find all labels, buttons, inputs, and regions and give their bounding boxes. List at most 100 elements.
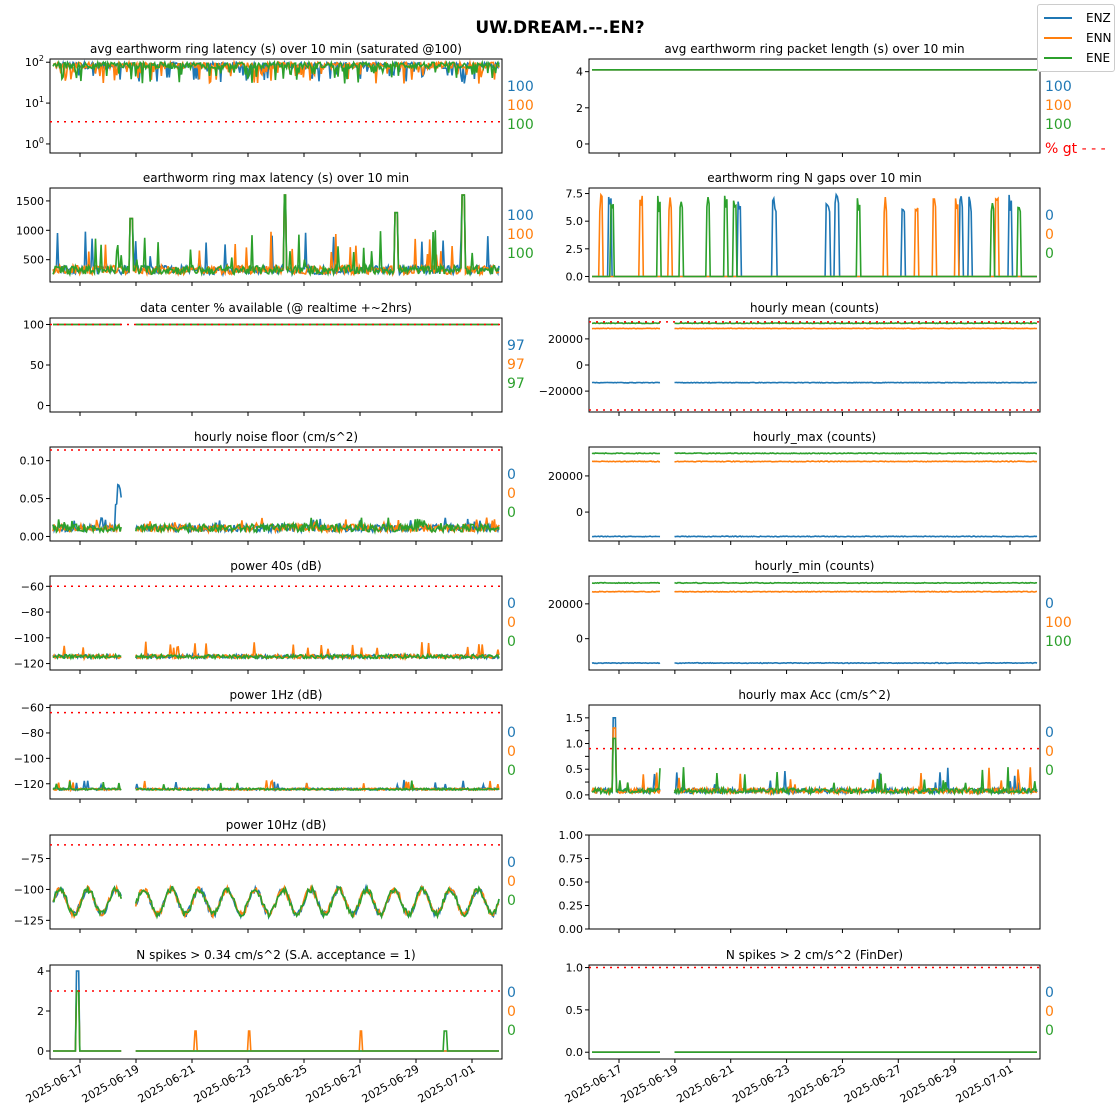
series-line-ene bbox=[52, 780, 500, 792]
x-tick-label: 2025-06-23 bbox=[192, 1062, 254, 1105]
y-tick-label: 50 bbox=[30, 359, 44, 372]
y-tick-label: 7.5 bbox=[566, 188, 584, 201]
series-line-enz bbox=[591, 535, 1038, 538]
percent-label: 0 bbox=[507, 893, 516, 909]
x-tick-label: 2025-06-29 bbox=[360, 1062, 422, 1105]
panel-6: hourly noise floor (cm/s^2) 0.00 0.05 0.10 0… bbox=[20, 430, 516, 545]
panel-title: power 10Hz (dB) bbox=[226, 818, 327, 832]
panel-15: N spikes > 2 cm/s^2 (FinDer) 0.0 0.5 1.0 202… bbox=[563, 948, 1054, 1106]
legend: ENZ ENN ENE bbox=[1037, 4, 1115, 72]
percent-label: 0 bbox=[1045, 596, 1054, 612]
y-tick-label: 1.0 bbox=[566, 738, 584, 751]
percent-label: 0 bbox=[1045, 246, 1054, 262]
y-tick-label: −75 bbox=[21, 853, 44, 866]
y-tick-label: 2 bbox=[576, 102, 583, 115]
percent-label: 0 bbox=[507, 1023, 516, 1039]
x-tick-label: 2025-06-25 bbox=[248, 1062, 310, 1105]
panel-10: power 1Hz (dB) −120 −100 −80 −60 0 0 0 bbox=[14, 688, 516, 803]
series-line-enn bbox=[591, 460, 1038, 463]
panel-title: avg earthworm ring packet length (s) ove… bbox=[664, 42, 964, 56]
axes-frame bbox=[49, 704, 503, 800]
y-tick-label: 0.0 bbox=[566, 789, 584, 802]
legend-item-ene: ENE bbox=[1044, 48, 1110, 68]
y-tick-label: 20000 bbox=[548, 333, 583, 346]
panel-title: hourly_max (counts) bbox=[753, 430, 876, 444]
percent-label: 0 bbox=[1045, 985, 1054, 1001]
percent-label: 0 bbox=[507, 505, 516, 521]
x-tick-label: 2025-06-21 bbox=[674, 1062, 736, 1105]
y-tick-label: 100 bbox=[25, 136, 44, 151]
panel-0: avg earthworm ring latency (s) over 10 m… bbox=[25, 42, 534, 157]
percent-label: 97 bbox=[507, 376, 525, 392]
percent-label: 97 bbox=[507, 338, 525, 354]
percent-label: 0 bbox=[507, 874, 516, 890]
y-tick-label: 100 bbox=[23, 318, 44, 331]
percent-label: 100 bbox=[507, 246, 534, 262]
x-tick-label: 2025-06-17 bbox=[563, 1062, 625, 1105]
panel-1: avg earthworm ring packet length (s) ove… bbox=[576, 42, 1106, 157]
axes-frame bbox=[49, 317, 503, 413]
percent-label: 100 bbox=[1045, 615, 1072, 631]
series-line-enn bbox=[591, 590, 1038, 593]
y-tick-label: 0.50 bbox=[559, 876, 584, 889]
x-tick-label: 2025-06-29 bbox=[898, 1062, 960, 1105]
percent-label: 100 bbox=[1045, 634, 1072, 650]
y-tick-label: 0 bbox=[576, 633, 583, 646]
panel-title: earthworm ring max latency (s) over 10 m… bbox=[143, 171, 409, 185]
panel-title: power 40s (dB) bbox=[230, 559, 321, 573]
panel-title: hourly noise floor (cm/s^2) bbox=[194, 430, 358, 444]
y-tick-label: 2 bbox=[37, 1005, 44, 1018]
y-tick-label: 0 bbox=[576, 138, 583, 151]
panel-7: hourly_max (counts) 0 20000 bbox=[548, 430, 1041, 545]
y-tick-label: 0.0 bbox=[566, 1046, 584, 1059]
series-line-enz bbox=[52, 483, 500, 535]
percent-label: 0 bbox=[507, 855, 516, 871]
y-tick-label: 1000 bbox=[16, 224, 44, 237]
legend-swatch-enz bbox=[1044, 17, 1072, 19]
percent-label: 100 bbox=[507, 227, 534, 243]
legend-label-enz: ENZ bbox=[1086, 11, 1111, 25]
y-tick-label: −125 bbox=[14, 914, 44, 927]
y-tick-label: 1.00 bbox=[559, 829, 584, 842]
x-tick-label: 2025-06-19 bbox=[80, 1062, 142, 1105]
axes-frame bbox=[588, 834, 1041, 930]
panel-5: hourly mean (counts) −20000 0 20000 bbox=[539, 301, 1041, 416]
percent-label: 0 bbox=[1045, 1004, 1054, 1020]
y-tick-label: −100 bbox=[14, 883, 44, 896]
y-tick-label: −20000 bbox=[539, 385, 583, 398]
axes-frame bbox=[588, 317, 1041, 413]
series-line-enz bbox=[591, 661, 1038, 665]
series-line-enn bbox=[53, 990, 499, 1052]
y-tick-label: 0.05 bbox=[20, 493, 45, 506]
y-tick-label: 0.75 bbox=[559, 853, 584, 866]
percent-label: 100 bbox=[507, 117, 534, 133]
legend-label-ene: ENE bbox=[1086, 51, 1111, 65]
series-line-ene bbox=[52, 884, 500, 920]
percent-label: 0 bbox=[507, 1004, 516, 1020]
axes-frame bbox=[49, 964, 503, 1060]
series-line-ene bbox=[592, 322, 1037, 325]
y-tick-label: 0 bbox=[576, 506, 583, 519]
percent-label: 0 bbox=[1045, 763, 1054, 779]
y-tick-label: 4 bbox=[576, 66, 583, 79]
x-tick-label: 2025-07-01 bbox=[416, 1062, 478, 1105]
percent-label: 100 bbox=[507, 208, 534, 224]
percent-label: 100 bbox=[1045, 98, 1072, 114]
percent-label: 100 bbox=[507, 79, 534, 95]
percent-label: 0 bbox=[1045, 725, 1054, 741]
x-tick-label: 2025-06-25 bbox=[786, 1062, 848, 1105]
percent-label: 100 bbox=[507, 98, 534, 114]
panel-title: power 1Hz (dB) bbox=[230, 688, 323, 702]
y-tick-label: 0.0 bbox=[566, 270, 584, 283]
panel-14: N spikes > 0.34 cm/s^2 (S.A. acceptance … bbox=[24, 948, 516, 1106]
axes-frame bbox=[49, 446, 503, 542]
percent-label: 100 bbox=[1045, 79, 1072, 95]
y-tick-label: 0.25 bbox=[559, 900, 584, 913]
panel-13: 0.00 0.25 0.50 0.75 1.00 bbox=[559, 829, 1041, 936]
percent-label: 0 bbox=[507, 486, 516, 502]
x-tick-label: 2025-06-23 bbox=[730, 1062, 792, 1105]
percent-label: 0 bbox=[507, 634, 516, 650]
legend-swatch-ene bbox=[1044, 57, 1072, 59]
x-tick-label: 2025-06-19 bbox=[618, 1062, 680, 1105]
